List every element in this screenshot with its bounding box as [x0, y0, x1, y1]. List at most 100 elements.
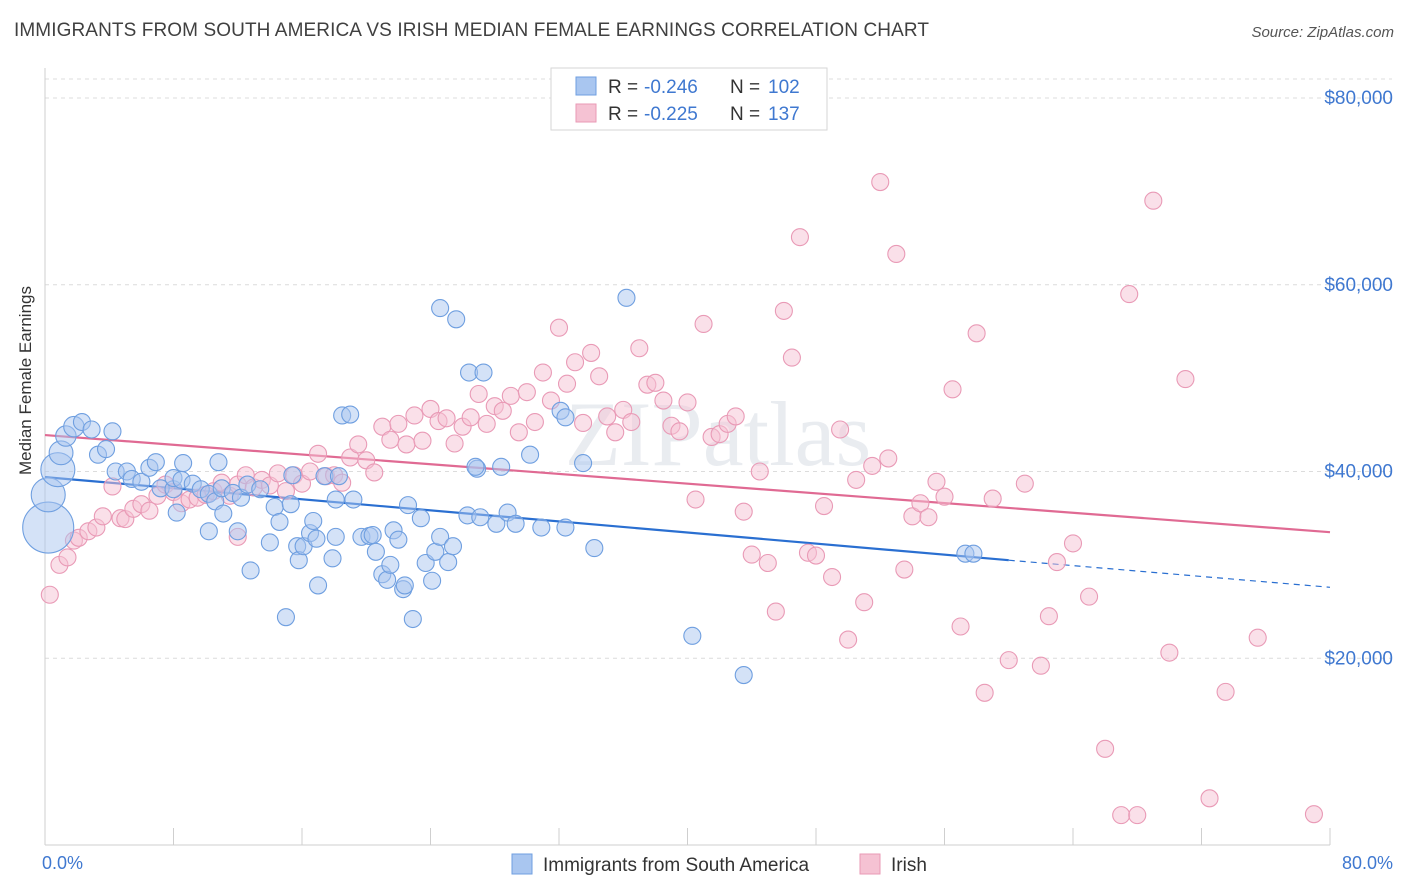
data-point	[366, 542, 385, 561]
data-point	[493, 401, 512, 420]
data-point	[365, 463, 384, 482]
data-point	[1176, 370, 1195, 389]
data-point	[823, 567, 842, 587]
data-point	[1096, 739, 1115, 758]
data-point	[574, 413, 593, 433]
data-point	[471, 508, 490, 527]
data-point	[855, 593, 874, 612]
data-point	[782, 348, 801, 367]
data-point	[389, 530, 408, 549]
legend-swatch	[575, 103, 597, 123]
data-point	[951, 617, 970, 636]
data-point	[566, 353, 585, 372]
data-point	[1304, 805, 1323, 824]
data-point	[683, 626, 702, 645]
data-point	[839, 630, 858, 649]
data-point	[1144, 191, 1163, 210]
data-point	[276, 608, 295, 627]
data-point	[423, 571, 442, 590]
data-point	[260, 533, 279, 552]
data-point	[1128, 806, 1147, 825]
legend-swatch	[859, 853, 881, 875]
data-point	[590, 367, 609, 386]
data-point	[1160, 643, 1179, 662]
data-point	[304, 511, 323, 531]
data-point	[1080, 587, 1099, 606]
data-point	[654, 391, 673, 410]
data-point	[670, 422, 689, 441]
series-legend: Immigrants from South America Irish	[511, 853, 927, 876]
data-point	[774, 301, 793, 320]
data-point	[349, 435, 368, 454]
data-point	[93, 507, 112, 526]
data-point	[726, 407, 745, 426]
data-point	[209, 453, 228, 472]
data-point	[678, 393, 697, 412]
data-point	[533, 363, 552, 382]
data-point	[1216, 682, 1235, 701]
data-point	[228, 522, 247, 541]
data-point	[140, 501, 159, 520]
data-point	[622, 412, 641, 432]
data-point	[307, 529, 326, 548]
x-tick-labels: 0.0% 80.0%	[42, 853, 1393, 873]
data-point	[439, 553, 458, 572]
data-point	[411, 509, 430, 528]
data-point	[174, 454, 193, 473]
legend-n-value: 102	[768, 77, 800, 98]
legend-series-name: Irish	[891, 855, 927, 876]
data-point	[378, 570, 397, 589]
data-point	[431, 527, 450, 546]
data-point	[975, 683, 994, 702]
data-point	[466, 457, 485, 476]
data-point	[887, 244, 906, 263]
y-tick-label: $80,000	[1324, 88, 1393, 109]
data-point	[814, 497, 834, 516]
data-point	[469, 384, 488, 404]
data-point	[167, 503, 186, 522]
data-point	[501, 386, 520, 405]
data-point	[598, 407, 617, 426]
data-point	[487, 514, 506, 533]
data-point	[879, 449, 898, 468]
data-point	[1047, 553, 1066, 572]
data-point	[323, 549, 342, 568]
data-point	[431, 299, 450, 318]
data-point	[241, 561, 260, 580]
data-point	[506, 514, 525, 533]
chart-title: IMMIGRANTS FROM SOUTH AMERICA VS IRISH M…	[14, 20, 930, 41]
data-point	[847, 470, 866, 489]
data-point	[309, 576, 328, 595]
data-point	[58, 548, 77, 567]
data-point	[283, 466, 302, 485]
data-point	[251, 480, 270, 499]
legend-n-label: N =	[730, 77, 760, 98]
data-point	[326, 527, 345, 546]
data-point	[103, 477, 122, 496]
data-point	[1031, 656, 1050, 675]
legend-r-label: R =	[608, 104, 638, 125]
data-point	[1039, 607, 1058, 626]
data-point	[549, 318, 569, 337]
data-point	[326, 490, 345, 509]
trend-line	[44, 433, 1331, 534]
data-point	[630, 339, 649, 358]
data-point	[270, 512, 289, 531]
data-point	[895, 560, 914, 579]
x-tick-label-min: 0.0%	[42, 853, 83, 873]
stats-legend: R = -0.246 N = 102 R = -0.225 N = 137	[550, 67, 828, 131]
source-credit: Source: ZipAtlas.com	[1251, 24, 1394, 41]
axes	[44, 68, 1331, 846]
data-point	[871, 172, 890, 192]
data-point	[911, 494, 930, 513]
data-point	[1112, 806, 1131, 825]
data-point	[758, 553, 777, 573]
legend-n-value: 137	[768, 104, 800, 125]
legend-r-value: -0.225	[644, 104, 698, 125]
data-point	[831, 420, 850, 439]
data-point	[413, 431, 432, 450]
data-point	[790, 228, 809, 247]
data-point	[381, 555, 400, 574]
data-point	[935, 487, 954, 506]
